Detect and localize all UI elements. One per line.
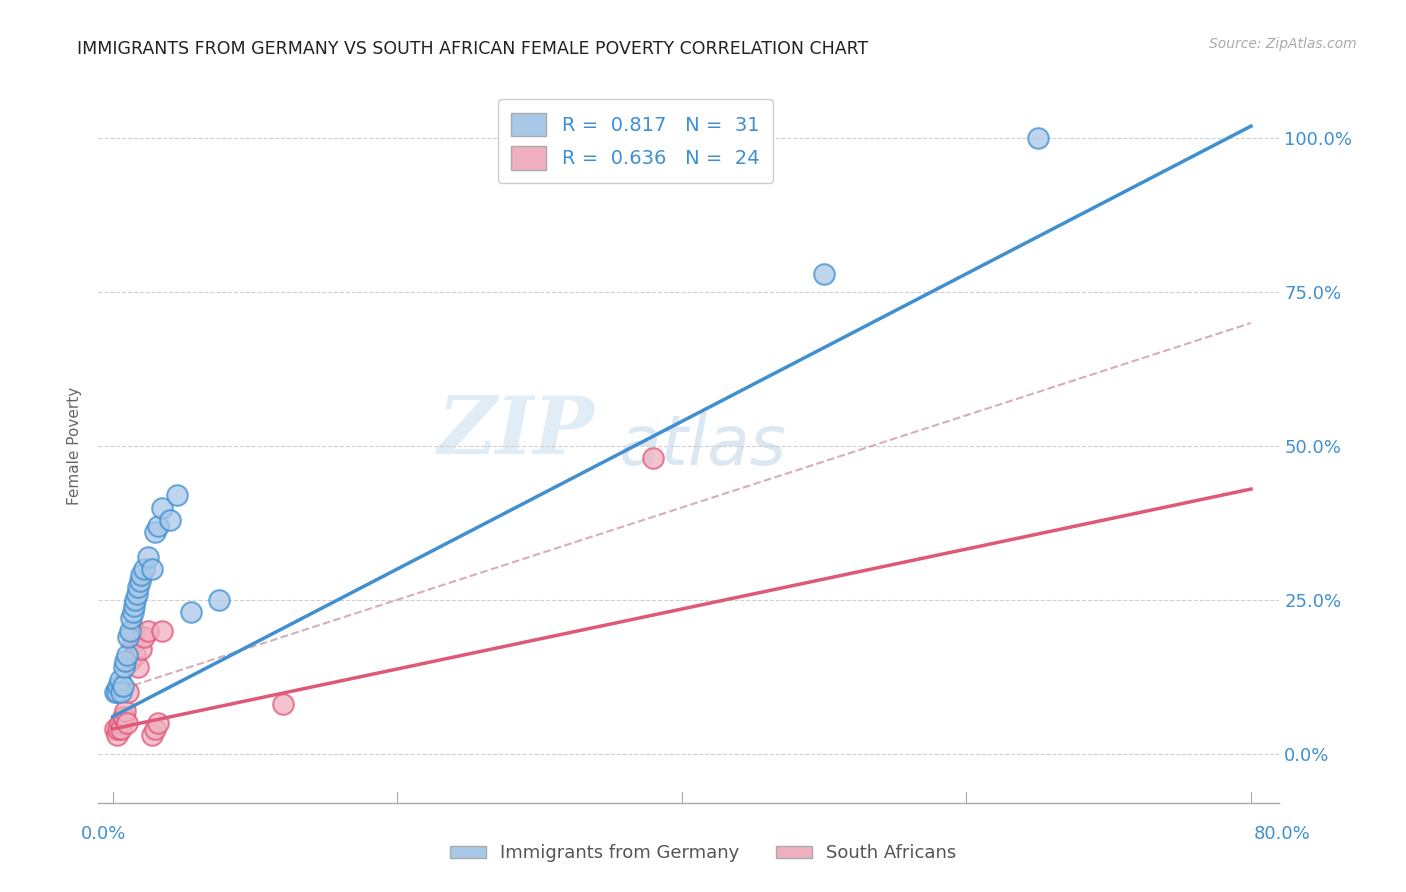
Point (118, 624, 141, 638)
Point (122, 599, 145, 613)
Point (129, 568, 152, 582)
Point (122, 624, 145, 638)
Point (125, 587, 148, 601)
Point (159, 513, 181, 527)
Point (148, 519, 170, 533)
Text: ZIP: ZIP (437, 393, 595, 470)
Point (117, 630, 139, 644)
Legend: R =  0.817   N =  31, R =  0.636   N =  24: R = 0.817 N = 31, R = 0.636 N = 24 (498, 99, 773, 184)
Point (273, 698, 295, 712)
Point (152, 500, 174, 515)
Point (132, 562, 155, 576)
Point (107, 679, 129, 693)
Point (143, 722, 166, 736)
Point (104, 722, 127, 736)
Point (129, 642, 152, 657)
Point (152, 624, 174, 638)
Point (141, 562, 163, 576)
Point (121, 605, 143, 619)
Text: IMMIGRANTS FROM GERMANY VS SOUTH AFRICAN FEMALE POVERTY CORRELATION CHART: IMMIGRANTS FROM GERMANY VS SOUTH AFRICAN… (77, 40, 869, 58)
Point (166, 488, 188, 502)
Point (124, 592, 146, 607)
Point (136, 549, 159, 564)
Point (112, 660, 135, 674)
Point (121, 636, 143, 650)
Point (813, 267, 835, 281)
Point (120, 611, 142, 625)
Point (118, 654, 141, 668)
Point (108, 673, 131, 687)
Point (114, 704, 136, 718)
Point (127, 581, 149, 595)
Point (110, 722, 132, 736)
Point (105, 685, 128, 699)
Text: atlas: atlas (619, 412, 786, 480)
Point (128, 574, 150, 589)
Legend: Immigrants from Germany, South Africans: Immigrants from Germany, South Africans (443, 838, 963, 870)
Point (108, 715, 131, 730)
Point (132, 630, 155, 644)
Point (208, 592, 231, 607)
Point (112, 709, 135, 723)
Y-axis label: Female Poverty: Female Poverty (67, 387, 83, 505)
Text: 80.0%: 80.0% (1254, 825, 1310, 843)
Point (180, 605, 202, 619)
Point (111, 709, 134, 723)
Point (105, 728, 128, 742)
Point (143, 525, 166, 540)
Text: 0.0%: 0.0% (82, 825, 127, 843)
Point (110, 685, 132, 699)
Point (117, 685, 139, 699)
Point (115, 648, 138, 662)
Point (114, 654, 136, 668)
Point (124, 648, 146, 662)
Point (115, 715, 138, 730)
Point (1026, 131, 1049, 145)
Point (136, 624, 159, 638)
Point (107, 722, 129, 736)
Text: Source: ZipAtlas.com: Source: ZipAtlas.com (1209, 37, 1357, 52)
Point (148, 715, 170, 730)
Point (104, 685, 127, 699)
Point (643, 451, 665, 466)
Point (111, 679, 134, 693)
Point (127, 660, 149, 674)
Point (141, 728, 163, 742)
